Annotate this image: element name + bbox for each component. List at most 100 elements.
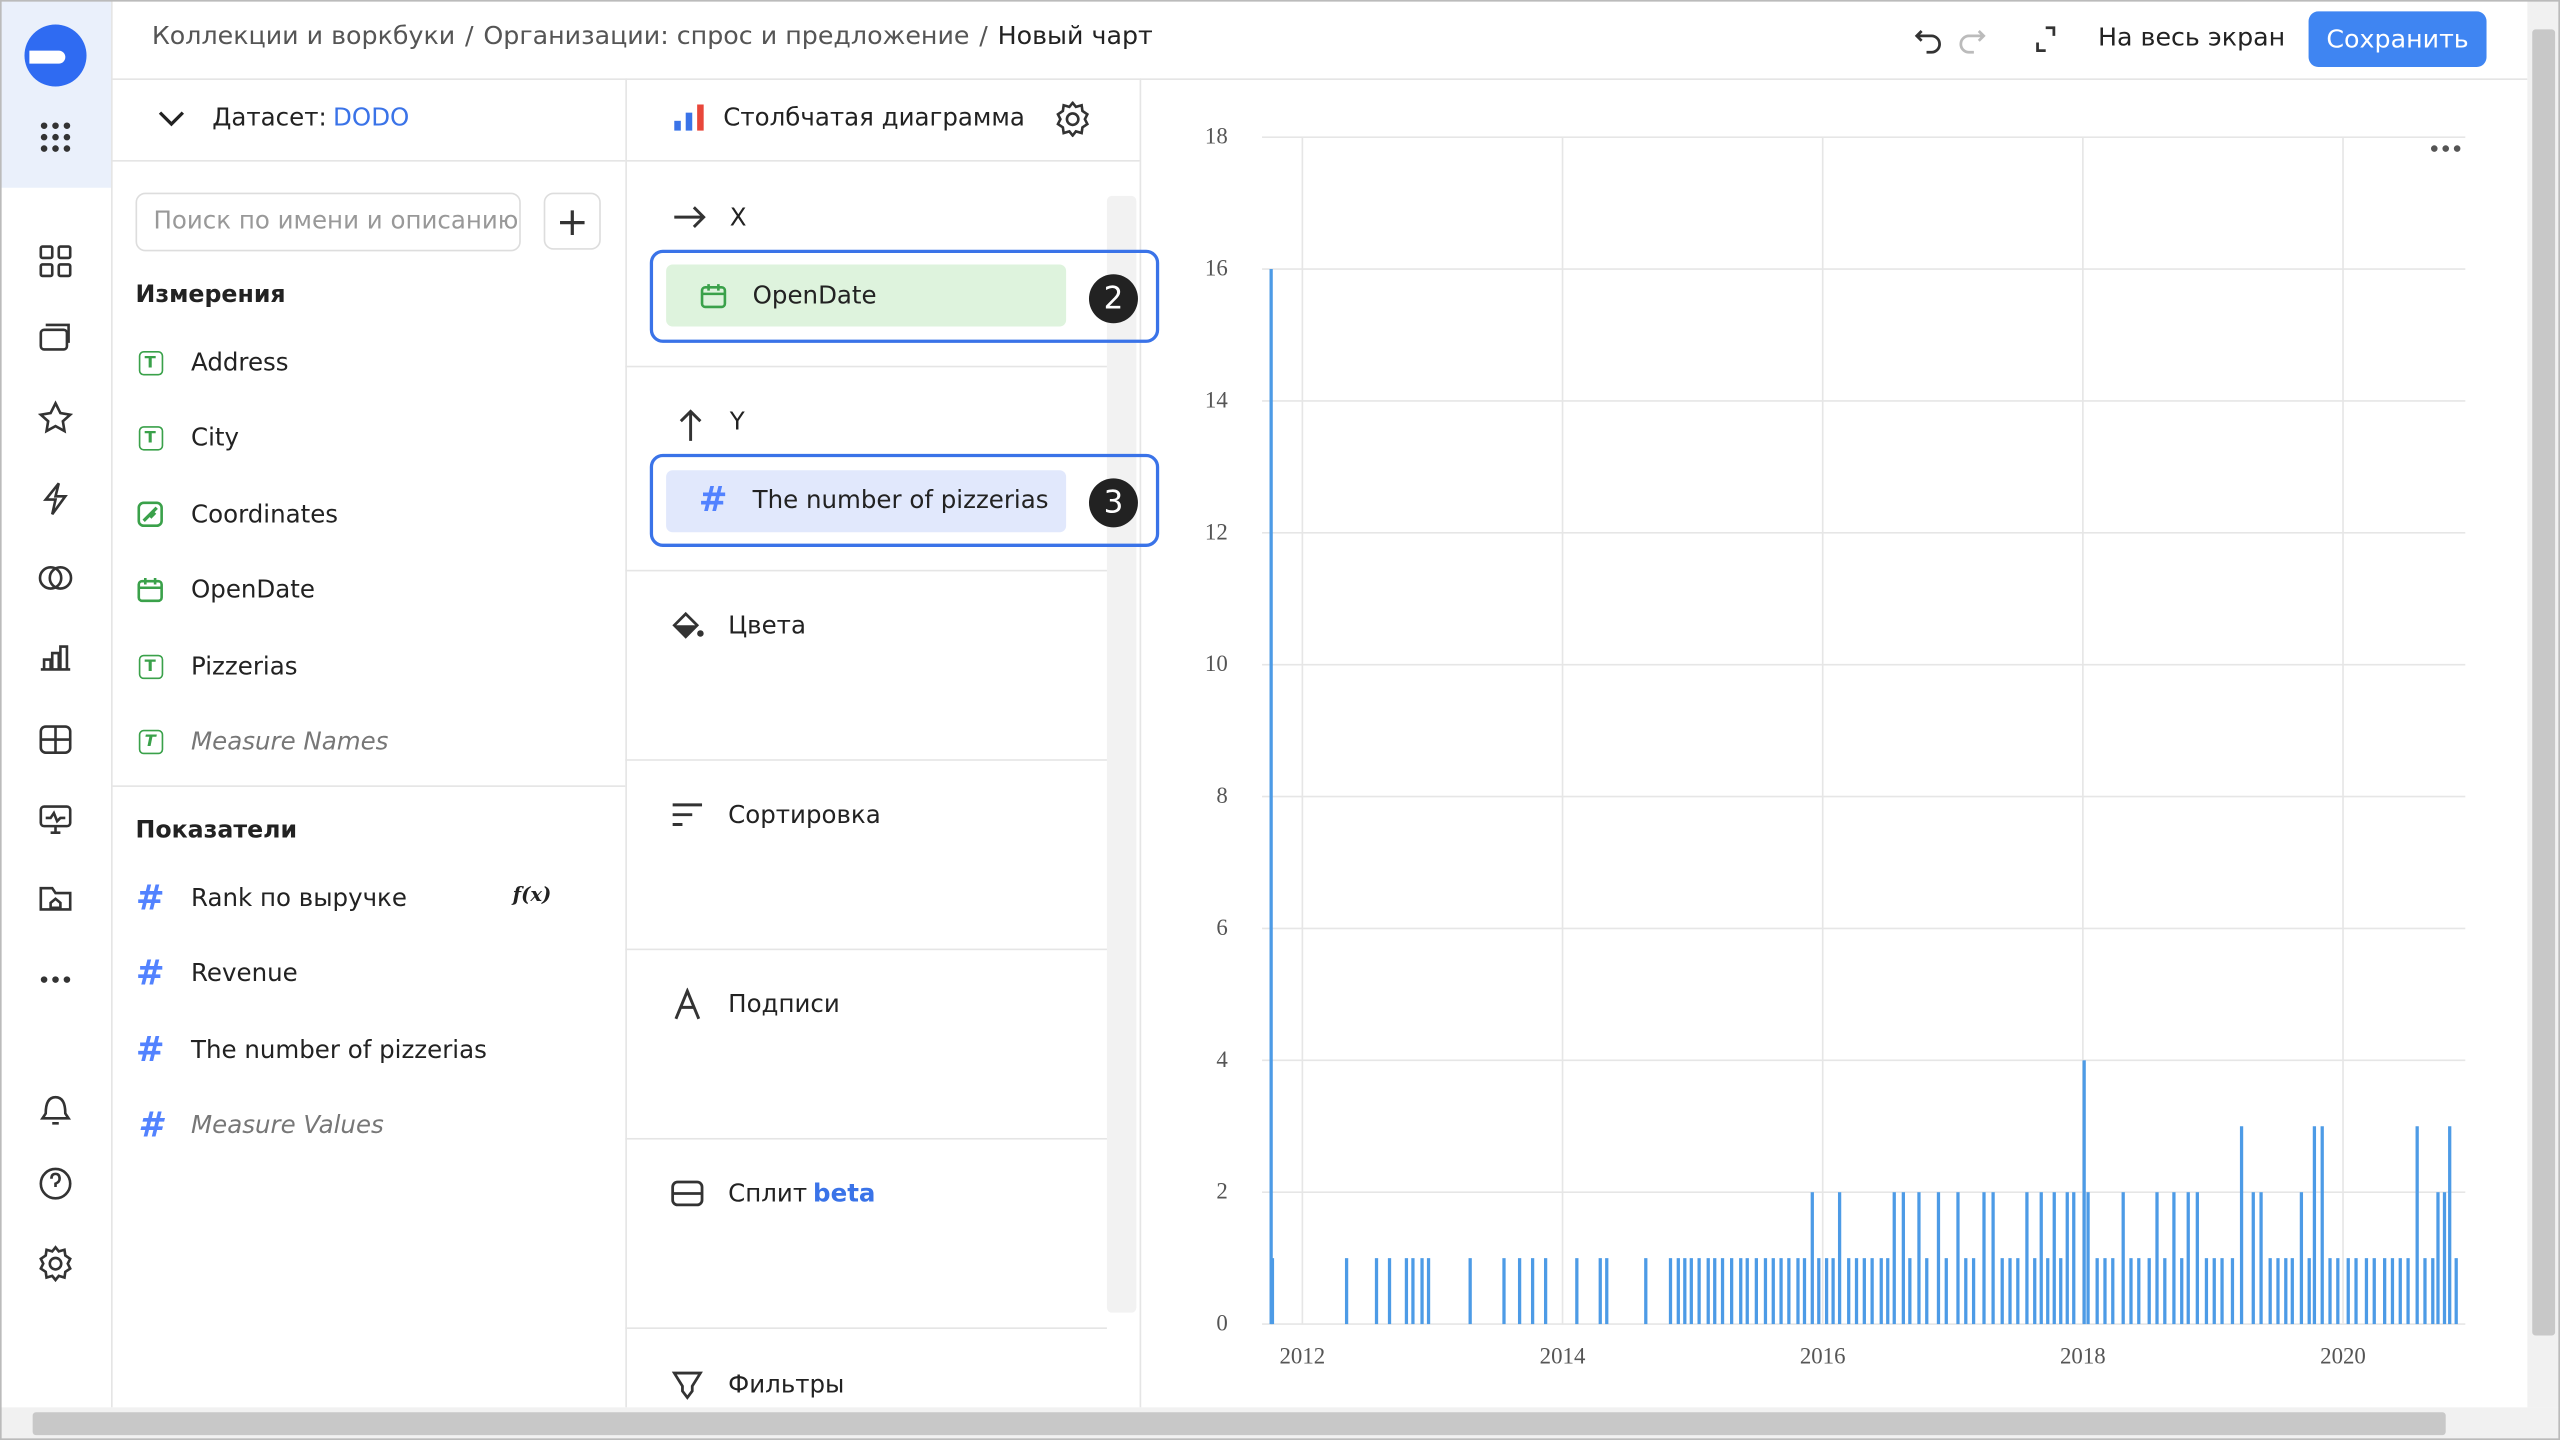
measure-item[interactable]: # Measure Values (138, 1105, 384, 1145)
measures-title: Показатели (135, 817, 298, 845)
bar (2172, 1192, 2176, 1325)
bar (1502, 1258, 1506, 1325)
bar (2307, 1258, 2311, 1325)
y-icon (679, 409, 702, 441)
breadcrumb[interactable]: Организации: спрос и предложение (483, 21, 970, 51)
bar (2364, 1258, 2369, 1325)
measure-item[interactable]: # The number of pizzerias (135, 1030, 487, 1070)
bar (2354, 1258, 2358, 1325)
bar (2383, 1258, 2387, 1325)
field-name: Rank по выручке (191, 883, 407, 913)
field-name: Measure Names (191, 726, 389, 756)
history-buttons[interactable] (1913, 23, 2076, 56)
chart-type[interactable]: Столбчатая диаграмма (723, 102, 1025, 133)
bar (2059, 1258, 2063, 1325)
apps-icon[interactable] (39, 121, 72, 154)
y-field-chip[interactable] (666, 470, 1067, 533)
bar (1956, 1192, 1960, 1325)
add-field-button[interactable]: + (543, 192, 601, 250)
y-tick-label: 18 (1205, 124, 1228, 149)
logo[interactable] (23, 23, 88, 88)
y-tick-label: 14 (1205, 387, 1228, 412)
bar (1420, 1258, 1424, 1325)
bar (1411, 1258, 1415, 1325)
field-name: The number of pizzerias (191, 1035, 487, 1065)
x-tick-label: 2016 (1800, 1343, 1846, 1368)
measure-item[interactable]: # Rank по выручке (135, 878, 407, 918)
x-tick-label: 2012 (1280, 1343, 1326, 1368)
chart-menu[interactable] (2429, 142, 2462, 155)
dimension-item[interactable]: T City (136, 418, 239, 457)
filters-section[interactable]: Фильтры (669, 1368, 844, 1401)
bar (2052, 1192, 2056, 1325)
bar (1771, 1258, 1775, 1325)
field-name: Revenue (191, 958, 298, 988)
bar (1886, 1258, 1890, 1325)
field-name: Measure Values (191, 1110, 384, 1140)
split-section[interactable]: Сплит (669, 1177, 807, 1210)
settings-icon[interactable] (1055, 101, 1091, 138)
step-badge: 3 (1088, 478, 1138, 528)
bar (2276, 1258, 2280, 1325)
bar (1644, 1258, 1648, 1325)
bar (1847, 1258, 1851, 1325)
x-icon (674, 206, 706, 228)
breadcrumb[interactable]: Коллекции и воркбуки (151, 21, 456, 51)
collapse-icon[interactable] (157, 108, 186, 131)
dimension-item[interactable]: T Pizzerias (136, 647, 297, 686)
y-tick-label: 2 (1216, 1179, 1227, 1204)
scrollbar[interactable] (1106, 195, 1137, 1313)
bar (1270, 1258, 1275, 1325)
x-tick-label: 2018 (2060, 1343, 2106, 1368)
sort-section[interactable]: Сортировка (669, 798, 881, 831)
x-field-chip[interactable] (666, 264, 1067, 327)
bar (2230, 1258, 2235, 1325)
bar (1802, 1258, 1807, 1325)
breadcrumb-current: Новый чарт (997, 21, 1153, 51)
bar (2039, 1192, 2043, 1325)
bar (2086, 1192, 2090, 1325)
bar (1426, 1258, 1431, 1325)
dimension-item[interactable]: T Address (136, 343, 289, 382)
dimension-item[interactable]: OpenDate (136, 570, 315, 609)
bar (1683, 1258, 1687, 1325)
bar (2111, 1258, 2115, 1325)
colors-section[interactable]: Цвета (669, 609, 806, 642)
bar (1870, 1258, 1874, 1325)
bar (2346, 1258, 2350, 1325)
y-tick-label: 16 (1205, 256, 1228, 281)
fullscreen-button[interactable]: На весь экран (2097, 22, 2286, 53)
nav-icons[interactable] (36, 242, 75, 1320)
save-button[interactable]: Сохранить (2308, 11, 2487, 67)
dimension-item[interactable]: T Measure Names (136, 722, 389, 761)
search-input[interactable] (135, 192, 521, 252)
search-placeholder: Поиск по имени и описанию (153, 205, 519, 236)
bar (1763, 1258, 1768, 1325)
labels-section[interactable]: Подписи (669, 987, 840, 1021)
bar (1824, 1258, 1829, 1325)
bar (1854, 1258, 1859, 1325)
bar (2259, 1192, 2263, 1325)
chart-type-icon[interactable] (673, 103, 706, 132)
measure-item[interactable]: # Revenue (135, 953, 298, 993)
formula-icon: f(x) (512, 883, 552, 907)
bar (2290, 1258, 2294, 1325)
bar (2082, 1060, 2086, 1325)
horizontal-scrollbar[interactable] (0, 1407, 2560, 1440)
bar (2251, 1192, 2255, 1325)
bar (1598, 1258, 1602, 1325)
dimension-item[interactable]: Coordinates (136, 495, 338, 534)
bar (1796, 1258, 1800, 1325)
y-tick-label: 10 (1205, 651, 1228, 676)
y-tick-label: 8 (1216, 783, 1227, 808)
bar (2147, 1258, 2151, 1325)
vertical-scrollbar[interactable] (2527, 0, 2560, 1408)
step-badge: 2 (1088, 274, 1138, 324)
bar (2239, 1126, 2244, 1325)
field-name: OpenDate (191, 574, 315, 605)
bar (1530, 1258, 1535, 1325)
dataset-name[interactable]: DODO (333, 102, 410, 133)
bar (1892, 1192, 1896, 1325)
